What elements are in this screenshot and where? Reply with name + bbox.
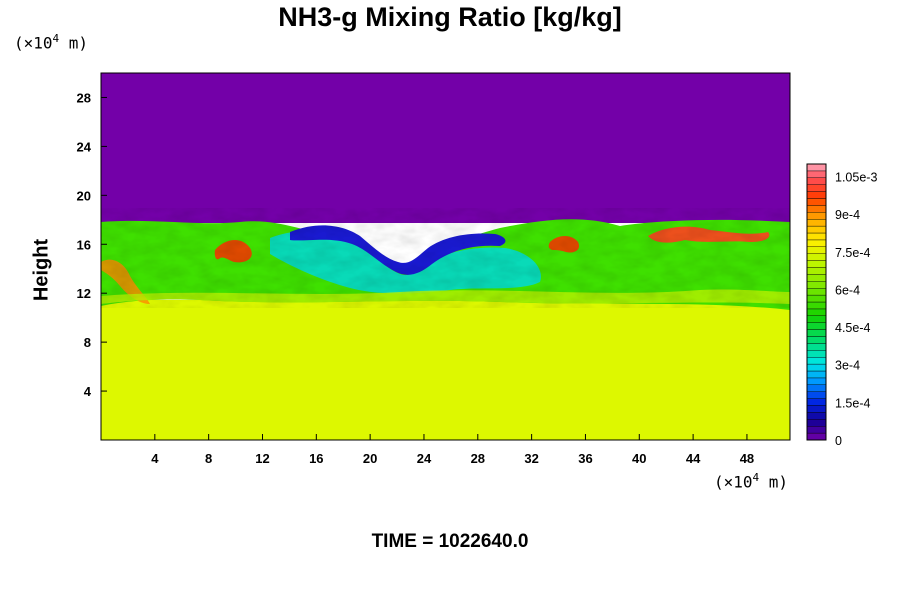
- y-tick-label: 24: [77, 139, 92, 154]
- colorbar-segment: [806, 253, 827, 261]
- colorbar-segment: [806, 267, 827, 275]
- colorbar-segment: [806, 281, 827, 289]
- colorbar-segment: [806, 370, 827, 379]
- colorbar-frame: [806, 163, 827, 441]
- colorbar-segment: [806, 177, 827, 185]
- colorbar-tick-label: 0: [835, 434, 842, 448]
- colorbar-segment: [806, 357, 827, 365]
- plot-frame: [100, 72, 791, 441]
- colorbar-segment: [806, 350, 827, 358]
- x-tick-label: 48: [740, 451, 754, 466]
- colorbar-tick-label: 1.5e-4: [835, 396, 870, 410]
- colorbar-segment: [806, 198, 827, 206]
- colorbar-segment: [806, 212, 827, 220]
- x-tick-label: 12: [255, 451, 269, 466]
- x-tick-label: 44: [686, 451, 701, 466]
- colorbar-segment: [806, 336, 827, 344]
- colorbar-segment: [806, 184, 827, 192]
- x-axis-ticks: 4 8 12 16 20 24 28 32 36 40 44 48: [151, 434, 754, 466]
- y-tick-label: 8: [84, 335, 91, 350]
- chart-title: NH3-g Mixing Ratio [kg/kg]: [278, 2, 622, 32]
- colorbar-segment: [806, 205, 827, 213]
- colorbar-segment: [806, 363, 827, 372]
- heatmap-texture: [101, 208, 790, 308]
- colorbar-segment: [806, 218, 827, 227]
- colorbar-tick-label: 9e-4: [835, 208, 860, 222]
- colorbar-segment: [806, 246, 827, 254]
- x-tick-label: 40: [632, 451, 646, 466]
- colorbar-tick-label: 6e-4: [835, 283, 860, 297]
- colorbar-segment: [806, 260, 827, 268]
- colorbar-segment: [806, 163, 827, 172]
- colorbar: [806, 163, 827, 441]
- colorbar-segment: [806, 294, 827, 303]
- colorbar-segment: [806, 391, 827, 399]
- colorbar-segment: [806, 308, 827, 316]
- x-tick-label: 32: [524, 451, 538, 466]
- colorbar-tick-label: 3e-4: [835, 359, 860, 373]
- colorbar-segment: [806, 315, 827, 323]
- y-tick-label: 16: [77, 237, 91, 252]
- x-tick-label: 4: [151, 451, 159, 466]
- colorbar-tick-label: 4.5e-4: [835, 321, 870, 335]
- x-tick-label: 20: [363, 451, 377, 466]
- time-label: TIME = 1022640.0: [371, 531, 529, 552]
- y-tick-label: 4: [84, 384, 92, 399]
- colorbar-segment: [806, 426, 827, 434]
- colorbar-segment: [806, 329, 827, 337]
- colorbar-segment: [806, 412, 827, 420]
- colorbar-segment: [806, 191, 827, 199]
- colorbar-segment: [806, 288, 827, 296]
- colorbar-segment: [806, 322, 827, 330]
- colorbar-segment: [806, 377, 827, 385]
- colorbar-tick-label: 1.05e-3: [835, 171, 877, 185]
- colorbar-tick-label: 7.5e-4: [835, 246, 870, 260]
- y-tick-label: 28: [77, 90, 91, 105]
- colorbar-segment: [806, 405, 827, 413]
- y-axis-ticks: 4 8 12 16 20 24 28: [77, 90, 107, 399]
- x-axis-unit: (×104 m): [714, 471, 789, 492]
- colorbar-segment: [806, 432, 827, 441]
- x-tick-label: 28: [471, 451, 485, 466]
- colorbar-segment: [806, 343, 827, 351]
- x-tick-label: 16: [309, 451, 323, 466]
- y-tick-label: 12: [77, 286, 91, 301]
- colorbar-segment: [806, 225, 827, 234]
- x-tick-label: 8: [205, 451, 212, 466]
- heatmap-lower-layer: [101, 300, 790, 440]
- colorbar-segment: [806, 419, 827, 427]
- colorbar-segment: [806, 301, 827, 310]
- y-tick-label: 20: [77, 188, 91, 203]
- x-tick-label: 24: [417, 451, 432, 466]
- colorbar-segment: [806, 274, 827, 282]
- colorbar-segment: [806, 232, 827, 241]
- colorbar-segment: [806, 384, 827, 392]
- colorbar-segment: [806, 239, 827, 247]
- x-tick-label: 36: [578, 451, 592, 466]
- colorbar-segment: [806, 398, 827, 406]
- colorbar-ticks: 0 1.5e-4 3e-4 4.5e-4 6e-4 7.5e-4 9e-4 1.05e-3: [835, 171, 877, 448]
- colorbar-segment: [806, 170, 827, 178]
- y-axis-unit: (×104 m): [14, 32, 89, 53]
- heatmap-upper-layer: [101, 73, 790, 223]
